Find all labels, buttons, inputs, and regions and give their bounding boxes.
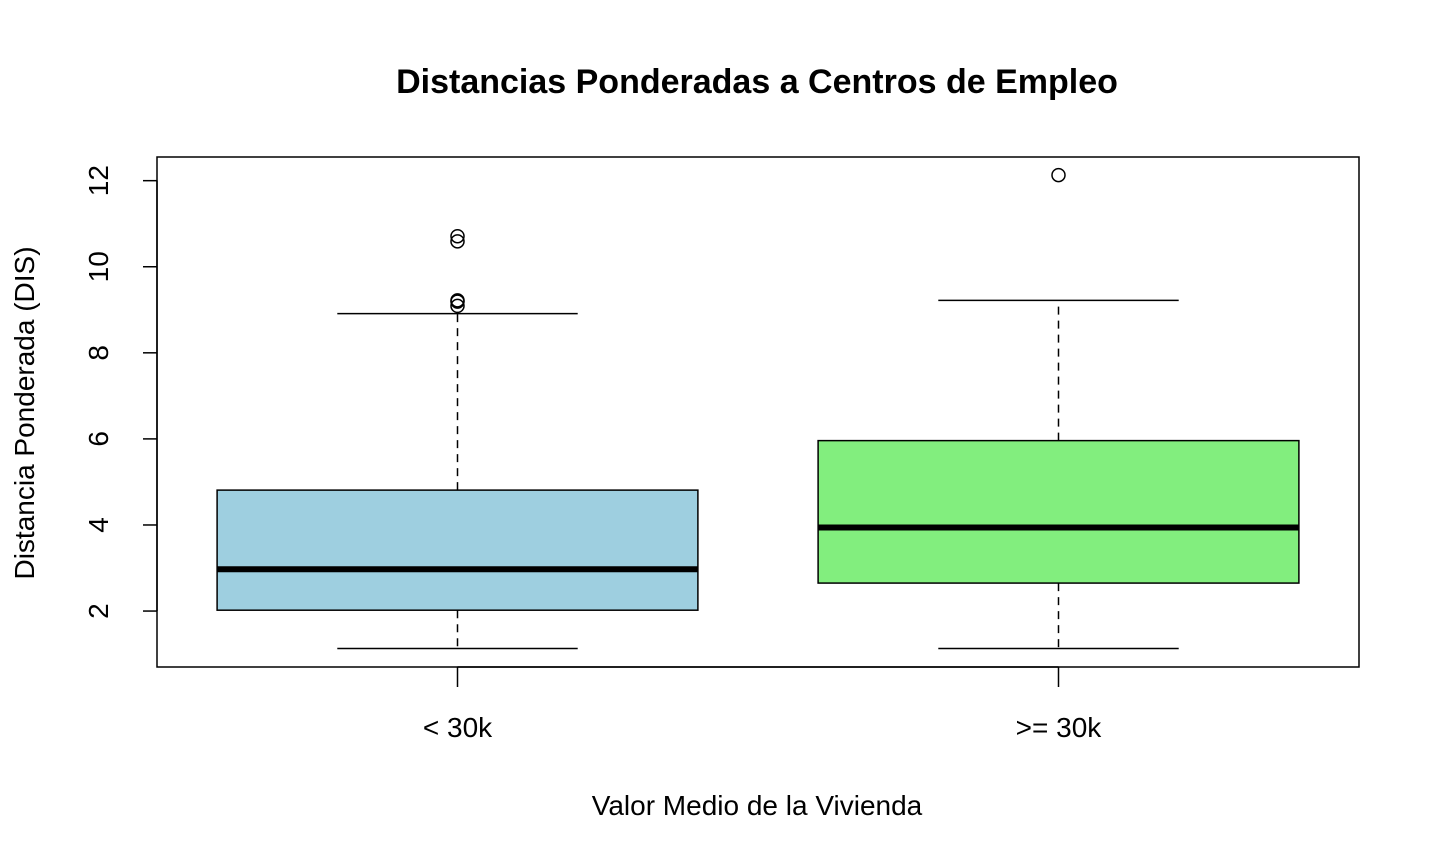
box-iqr	[817, 439, 1300, 584]
chart-title: Distancias Ponderadas a Centros de Emple…	[396, 63, 1118, 101]
y-tick-label: 10	[83, 251, 114, 282]
x-tick-label: < 30k	[423, 712, 493, 743]
outlier-point	[1051, 167, 1066, 183]
x-axis-label: Valor Medio de la Vivienda	[592, 790, 923, 821]
outlier-point	[450, 228, 465, 244]
y-tick-label: 2	[83, 603, 114, 619]
outlier-point	[450, 293, 465, 308]
y-axis: 2 4 6 8 10 12	[83, 165, 158, 619]
y-tick-label: 8	[83, 345, 114, 361]
y-tick-label: 4	[83, 517, 114, 533]
y-axis-label: Distancia Ponderada (DIS)	[9, 246, 40, 579]
x-axis: < 30k >= 30k	[423, 666, 1103, 743]
box-iqr	[216, 489, 699, 611]
outlier-point	[450, 298, 465, 314]
outlier-point	[450, 234, 465, 249]
y-tick-label: 12	[83, 165, 114, 196]
y-tick-label: 6	[83, 431, 114, 447]
x-tick-label: >= 30k	[1016, 712, 1103, 743]
plot-marks	[216, 167, 1300, 650]
box-group	[216, 228, 699, 650]
box-group	[817, 167, 1300, 650]
